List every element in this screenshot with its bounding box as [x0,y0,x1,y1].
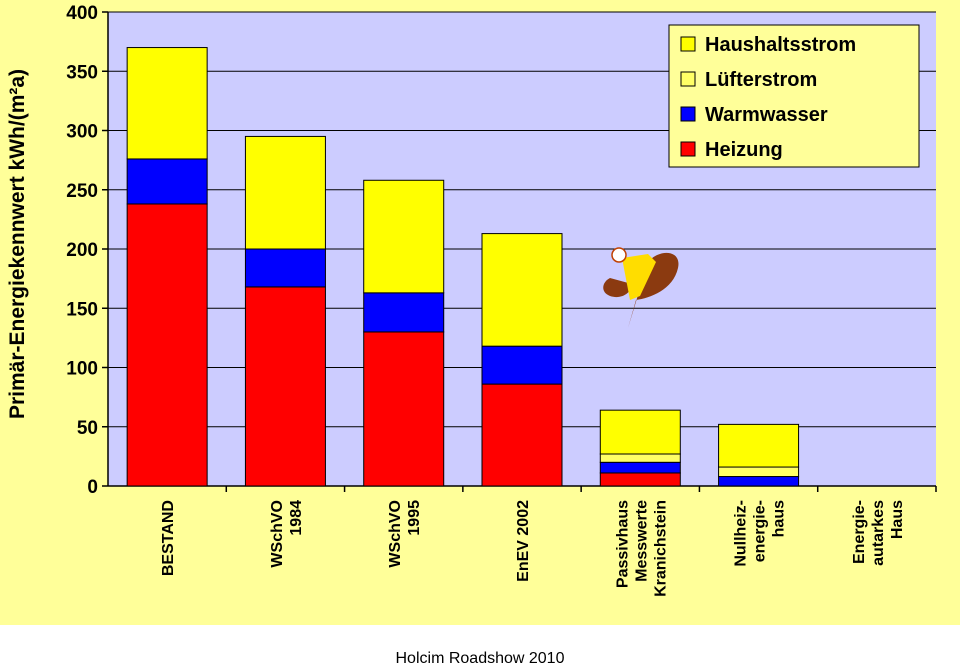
legend-swatch [680,141,696,157]
y-axis-label: Primär-Energiekennwert kWh/(m²a) [6,69,29,419]
legend-box [668,24,920,168]
footer-caption: Holcim Roadshow 2010 [395,650,565,667]
x-category-label: Nullheiz- [733,500,750,567]
bar-segment-warmwasser [244,248,326,288]
bar-segment-heizung [126,203,208,487]
y-tick-label: 250 [66,181,98,202]
bar-segment-haushaltsstrom [126,47,208,160]
chart-area: 0 50 100 150 200 250 300 350 400 BESTAND WSchVO 198… [0,0,960,625]
y-tick-label: 50 [77,418,98,439]
legend-swatch [680,71,696,87]
x-category-label: Kranichstein [652,500,669,597]
legend-swatch [680,36,696,52]
bar-segment-heizung [244,286,326,487]
bar-segment-haushaltsstrom [481,233,563,347]
y-tick-label: 200 [66,240,98,261]
y-tick-label: 350 [66,62,98,83]
bar-segment-lüfterstrom [599,453,681,463]
y-tick-label: 300 [66,122,98,143]
x-category-label: WSchVO [269,500,286,568]
bar-segment-haushaltsstrom [718,423,800,468]
bar-segment-haushaltsstrom [599,409,681,455]
x-category-label: EnEV 2002 [515,500,532,582]
bar-segment-warmwasser [363,292,445,333]
bar-segment-heizung [481,383,563,487]
x-category-label: 1984 [288,500,305,536]
x-category-label: BESTAND [160,500,177,576]
x-category-label: 1995 [406,500,423,536]
bar-segment-warmwasser [126,158,208,205]
legend-label: Lüfterstrom [705,69,817,91]
y-tick-label: 400 [66,3,98,24]
x-category-label: autarkes [870,500,887,566]
passivhaus-logo-icon [603,247,679,328]
bar-segment-haushaltsstrom [244,135,326,250]
bar-segment-heizung [599,472,681,487]
x-category-label: Haus [889,500,906,539]
legend-label: Haushaltsstrom [705,34,856,56]
x-category-label: energie- [752,500,769,562]
bar-segment-haushaltsstrom [363,179,445,294]
x-category-label: Energie- [851,500,868,564]
legend-swatch [680,106,696,122]
x-category-label: Passivhaus [614,500,631,588]
y-tick-label: 100 [66,359,98,380]
x-category-label: WSchVO [387,500,404,568]
bar-segment-warmwasser [599,461,681,474]
y-tick-label: 0 [87,477,98,498]
bar-segment-warmwasser [718,476,800,487]
legend-label: Heizung [705,139,783,161]
bar-segment-warmwasser [481,345,563,385]
x-category-label: Messwerte [633,500,650,582]
bar-segment-heizung [363,331,445,487]
bar-segment-lüfterstrom [718,466,800,478]
y-tick-label: 150 [66,299,98,320]
legend-label: Warmwasser [705,104,828,126]
x-category-label: haus [771,500,788,537]
